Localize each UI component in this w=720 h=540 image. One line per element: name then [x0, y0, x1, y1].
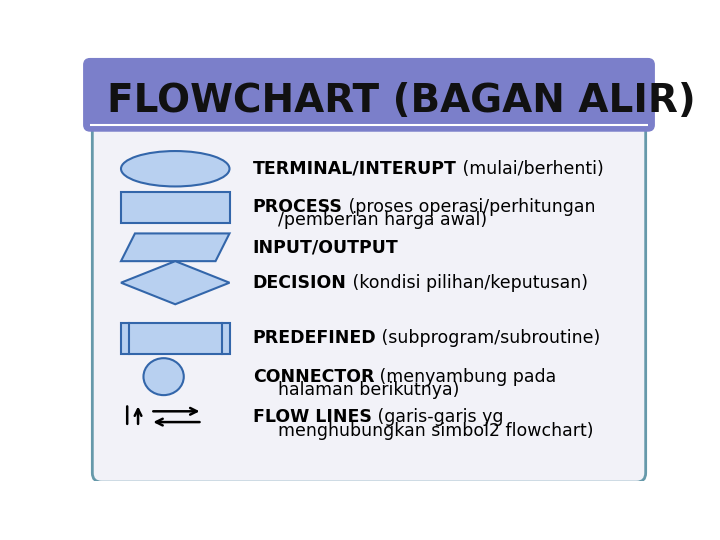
- Bar: [121, 323, 230, 354]
- Text: (proses operasi/perhitungan: (proses operasi/perhitungan: [343, 198, 595, 216]
- Text: halaman berikutnya): halaman berikutnya): [266, 381, 459, 399]
- Text: PREDEFINED: PREDEFINED: [253, 329, 377, 347]
- Text: INPUT/OUTPUT: INPUT/OUTPUT: [253, 238, 398, 256]
- Polygon shape: [121, 261, 230, 304]
- Bar: [121, 192, 230, 222]
- Text: /pemberian harga awal): /pemberian harga awal): [266, 211, 487, 230]
- Text: (garis-garis yg: (garis-garis yg: [372, 408, 503, 427]
- Text: CONNECTOR: CONNECTOR: [253, 368, 374, 386]
- Text: (kondisi pilihan/keputusan): (kondisi pilihan/keputusan): [346, 274, 588, 292]
- Text: (subprogram/subroutine): (subprogram/subroutine): [377, 329, 600, 347]
- Text: (mulai/berhenti): (mulai/berhenti): [456, 160, 603, 178]
- Text: DECISION: DECISION: [253, 274, 346, 292]
- Text: FLOW LINES: FLOW LINES: [253, 408, 372, 427]
- Polygon shape: [121, 233, 230, 261]
- FancyBboxPatch shape: [84, 59, 654, 131]
- FancyBboxPatch shape: [92, 121, 646, 482]
- Text: (menyambung pada: (menyambung pada: [374, 368, 557, 386]
- Text: FLOWCHART (BAGAN ALIR): FLOWCHART (BAGAN ALIR): [107, 82, 696, 120]
- Ellipse shape: [143, 358, 184, 395]
- Text: PROCESS: PROCESS: [253, 198, 343, 216]
- Text: menghubungkan simbol2 flowchart): menghubungkan simbol2 flowchart): [266, 422, 593, 440]
- Ellipse shape: [121, 151, 230, 186]
- Text: TERMINAL/INTERUPT: TERMINAL/INTERUPT: [253, 160, 456, 178]
